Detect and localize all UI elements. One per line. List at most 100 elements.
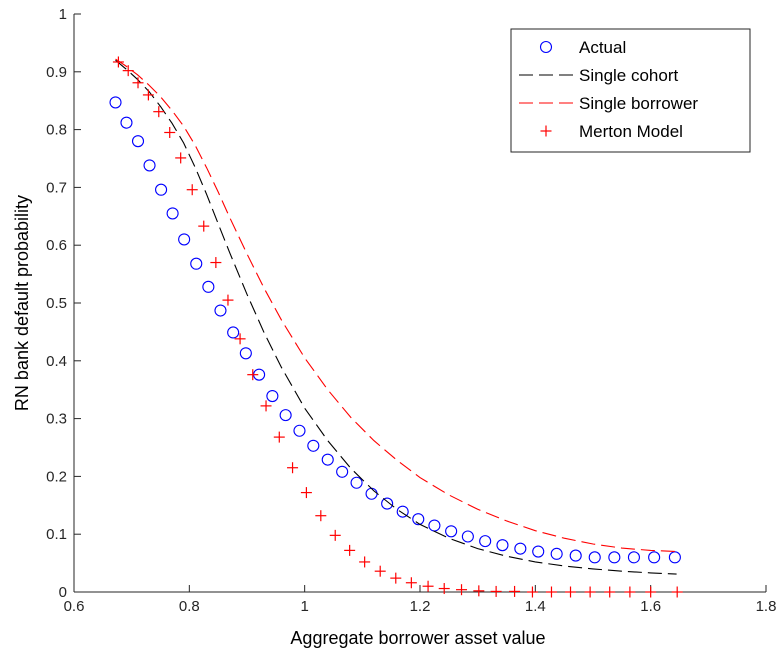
data-point: [405, 577, 417, 589]
data-point: [550, 547, 563, 560]
legend-label: Single cohort: [579, 66, 679, 85]
data-point: [190, 257, 203, 270]
data-point: [143, 159, 156, 172]
x-tick-label: 0.8: [179, 598, 200, 615]
data-point: [260, 400, 272, 412]
data-point: [153, 106, 165, 118]
y-tick-label: 0.9: [46, 64, 67, 81]
y-tick-label: 0.8: [46, 122, 67, 139]
data-point: [329, 529, 341, 541]
data-point: [142, 89, 154, 101]
legend-label: Actual: [579, 38, 626, 57]
x-tick-label: 1.2: [410, 598, 431, 615]
series-actual: [109, 96, 681, 564]
data-point: [178, 233, 191, 246]
data-point: [210, 257, 222, 269]
y-tick-label: 1: [59, 6, 67, 23]
data-point: [122, 65, 134, 77]
data-point: [293, 424, 306, 437]
data-point: [509, 585, 521, 597]
data-point: [350, 476, 363, 489]
data-point: [374, 565, 386, 577]
data-point: [287, 462, 299, 474]
data-point: [222, 294, 234, 306]
data-point: [300, 487, 312, 499]
series-merton-model: [112, 56, 683, 598]
y-tick-label: 0: [59, 584, 67, 601]
data-point: [438, 583, 450, 595]
data-point: [198, 220, 210, 232]
y-axis-label: RN bank default probability: [12, 195, 32, 411]
data-point: [164, 126, 176, 138]
data-point: [456, 584, 468, 596]
data-point: [588, 551, 601, 564]
legend-label: Merton Model: [579, 122, 683, 141]
data-point: [565, 586, 577, 598]
data-point: [545, 586, 557, 598]
y-tick-label: 0.2: [46, 468, 67, 485]
y-tick-label: 0.7: [46, 179, 67, 196]
y-tick-label: 0.4: [46, 353, 67, 370]
legend-marker: [539, 40, 553, 54]
data-point: [604, 586, 616, 598]
data-point: [273, 431, 285, 443]
x-tick-label: 1: [300, 598, 308, 615]
data-point: [496, 539, 509, 552]
data-point: [131, 135, 145, 148]
data-point: [569, 549, 582, 562]
legend-label: Single borrower: [579, 94, 698, 113]
data-point: [490, 585, 502, 597]
data-point: [396, 505, 409, 518]
legend: Actual Single cohort Single borrower Merton…: [510, 28, 751, 153]
x-tick-label: 1.8: [756, 598, 777, 615]
series-layer: [109, 56, 683, 598]
data-point: [479, 535, 492, 548]
data-point: [315, 510, 327, 522]
data-point: [390, 572, 402, 584]
y-tick-label: 0.5: [46, 295, 67, 312]
data-point: [514, 542, 527, 555]
data-point: [445, 525, 458, 538]
data-point: [461, 530, 474, 543]
data-point: [227, 326, 240, 339]
data-point: [532, 545, 545, 558]
y-tick-label: 0.1: [46, 526, 67, 543]
data-point: [648, 551, 661, 564]
data-point: [112, 56, 124, 68]
data-point: [671, 586, 683, 598]
x-axis-label: Aggregate borrower asset value: [290, 628, 545, 648]
data-point: [344, 544, 356, 556]
data-point: [202, 280, 215, 293]
data-point: [166, 207, 179, 220]
data-point: [155, 183, 168, 196]
data-point: [359, 556, 371, 568]
data-point: [668, 551, 681, 564]
data-point: [120, 116, 133, 129]
data-point: [132, 77, 144, 89]
data-point: [381, 497, 394, 510]
axes: 0.6 0.8 1 1.2 1.4 1.6 1.8 0 0.1 0.2 0.3 0.4 0.5 0.6 0.…: [46, 6, 776, 615]
data-point: [321, 453, 334, 466]
data-point: [234, 333, 246, 345]
series-line: [115, 58, 677, 553]
x-tick-label: 0.6: [64, 598, 85, 615]
data-point: [214, 304, 227, 317]
data-point: [645, 586, 657, 598]
x-tick-label: 1.4: [525, 598, 546, 615]
data-point: [627, 551, 640, 564]
legend-marker: [540, 125, 552, 137]
data-point: [307, 439, 320, 452]
data-point: [336, 465, 349, 478]
data-point: [186, 184, 198, 196]
data-point: [526, 586, 538, 598]
data-point: [584, 586, 596, 598]
data-point: [412, 513, 425, 526]
data-point: [473, 585, 485, 597]
data-point: [624, 586, 636, 598]
x-tick-label: 1.6: [640, 598, 661, 615]
data-point: [239, 347, 252, 360]
y-tick-label: 0.3: [46, 411, 67, 428]
data-point: [175, 152, 187, 164]
